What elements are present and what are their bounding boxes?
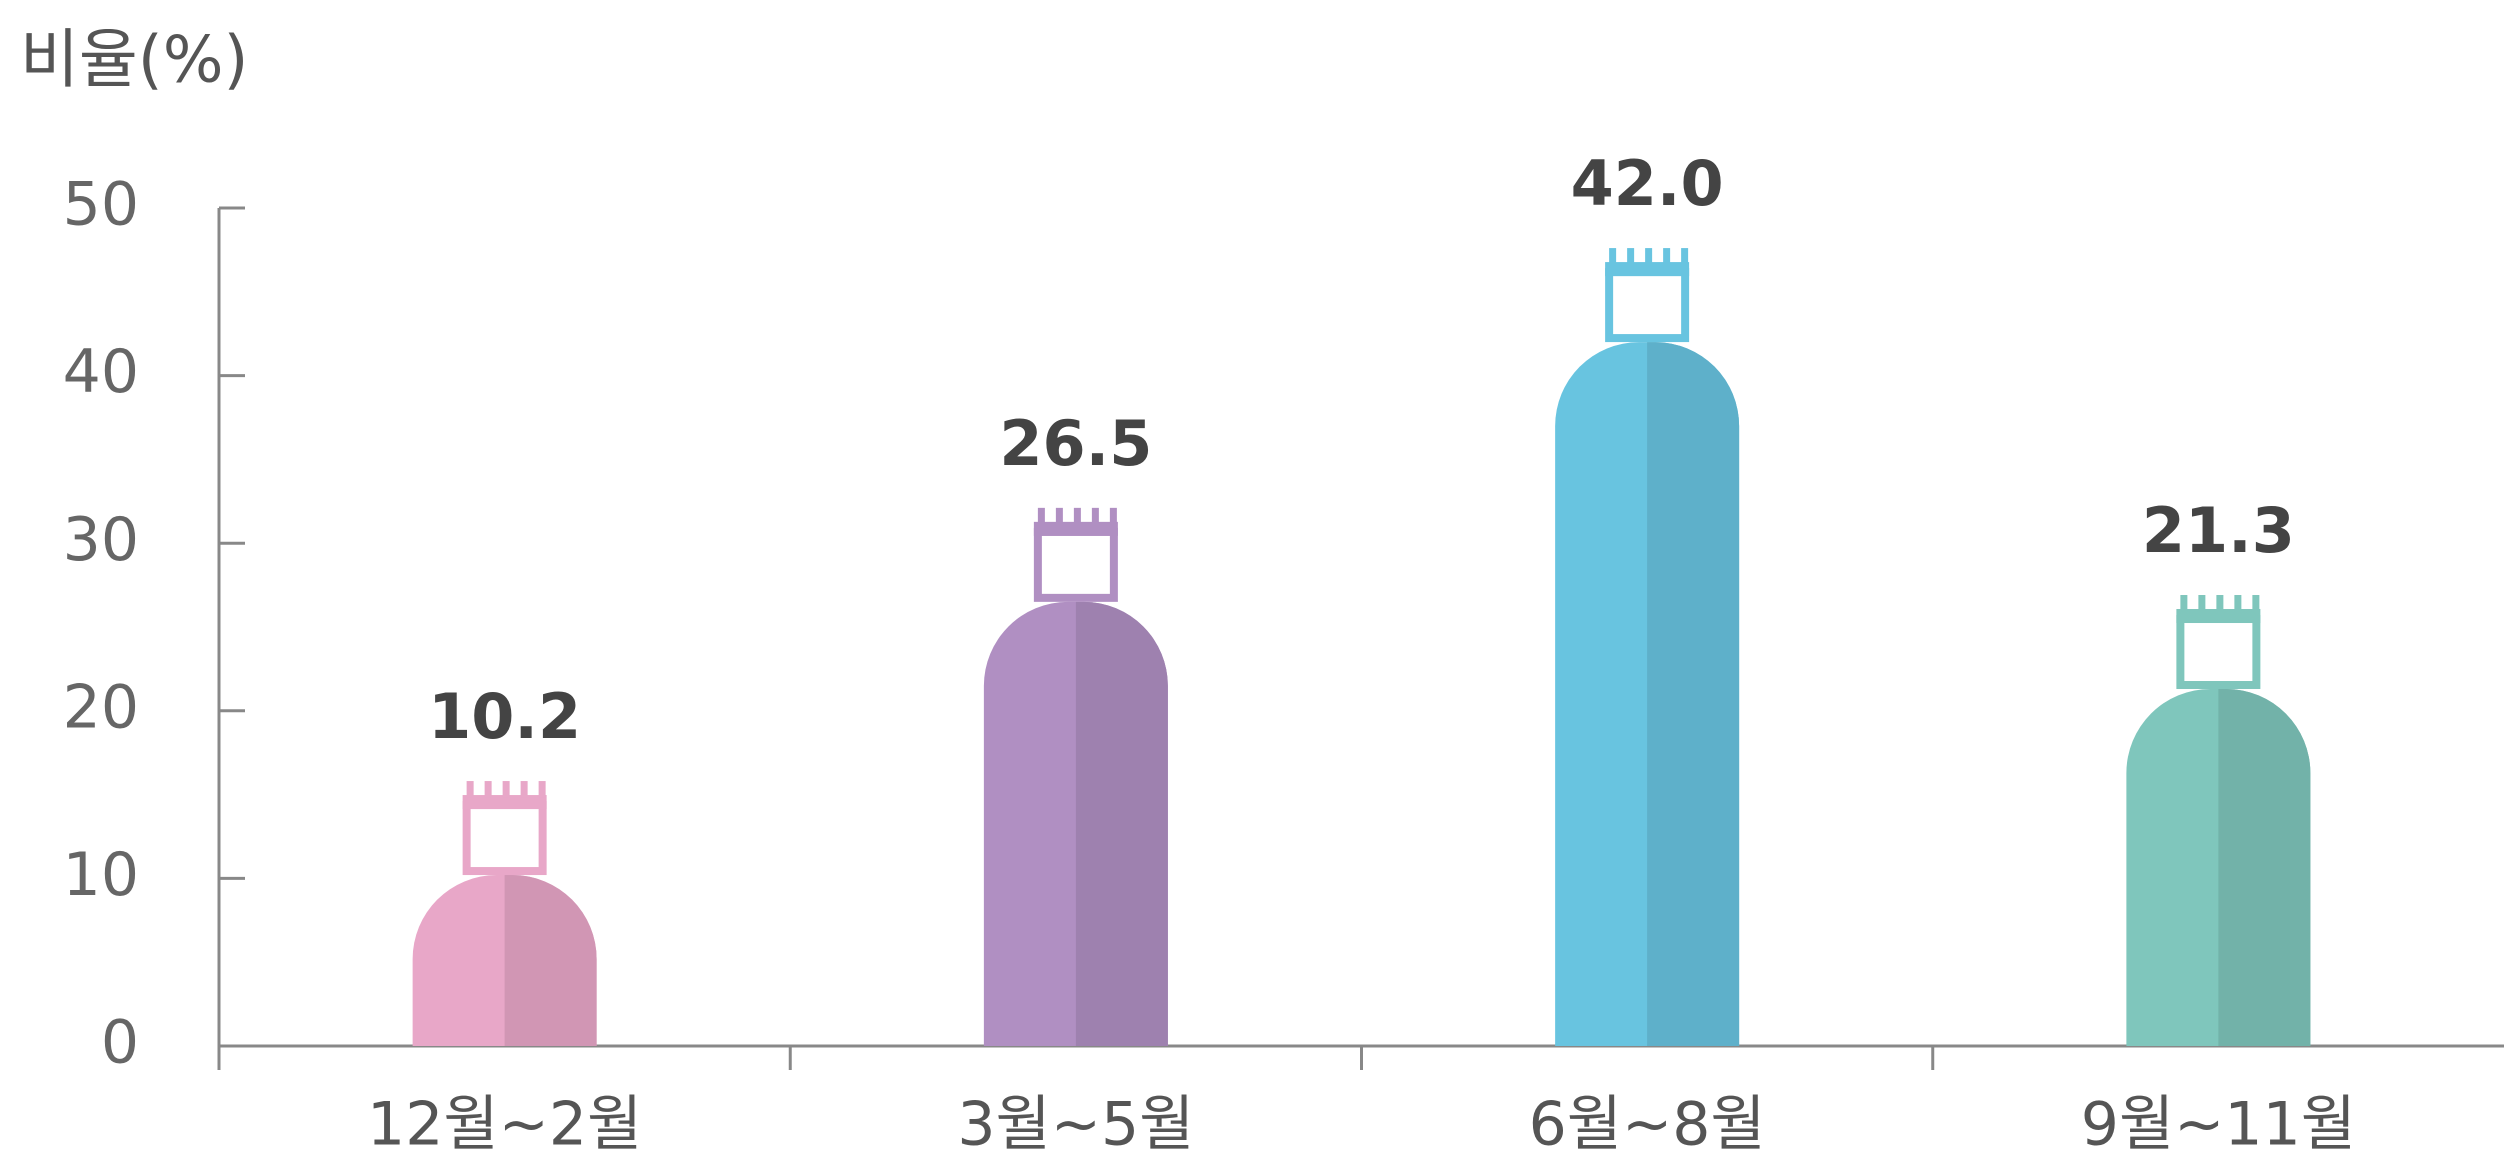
y-tick-label: 0 [101,1008,139,1078]
bottle-shade [1647,342,1740,1047]
y-tick-label: 10 [63,840,139,910]
bottle-cap-tooth [1109,507,1117,524]
value-label: 42.0 [1571,147,1724,220]
bottle-neck [1605,268,1690,343]
value-label: 10.2 [428,680,581,753]
bottle-cap-tooth [2180,595,2188,612]
bottle-cap-tooth [1663,248,1671,265]
bottle-cap-tooth [2252,595,2260,612]
bottle-cap-tooth [1681,248,1689,265]
bottle-neck [2176,615,2261,690]
bottle-cap-tooth [520,781,528,798]
bottle-cap [462,795,547,810]
bottle-cap-tooth [1073,507,1081,524]
bottle-neck [462,801,547,876]
value-label: 21.3 [2142,494,2295,567]
bottle-cap-tooth [2216,595,2224,612]
bottle-cap [1033,521,1118,536]
bottle-cap-tooth [466,781,474,798]
bottle-neck [1033,527,1118,602]
bottle-cap [1605,262,1690,277]
bottle-shade [504,875,597,1046]
y-axis-label: 비율(%) [20,24,249,98]
bottle-cap-tooth [1055,507,1063,524]
x-tick-label: 6월~8월 [1529,1090,1766,1160]
bottle-cap-tooth [1091,507,1099,524]
bottle-cap-tooth [1627,248,1635,265]
bottle-cap-tooth [2198,595,2206,612]
bottle-shade [2218,689,2311,1046]
y-tick-label: 20 [63,672,139,742]
bottle-cap-tooth [538,781,546,798]
x-tick-label: 12월~2월 [367,1090,642,1160]
x-tick-label: 3월~5월 [957,1090,1194,1160]
bottle-cap [2176,609,2261,624]
value-label: 26.5 [999,407,1152,480]
y-tick-label: 50 [63,170,139,240]
bottle-cap-tooth [1037,507,1045,524]
bottle-cap-tooth [2234,595,2242,612]
y-tick-label: 30 [63,505,139,575]
y-tick-label: 40 [63,337,139,407]
bottle-cap-tooth [502,781,510,798]
bottle-cap-tooth [484,781,492,798]
bottle-cap-tooth [1609,248,1617,265]
bottle-cap-tooth [1645,248,1653,265]
bottle-shade [1075,601,1168,1046]
x-tick-label: 9월~11월 [2081,1090,2356,1160]
